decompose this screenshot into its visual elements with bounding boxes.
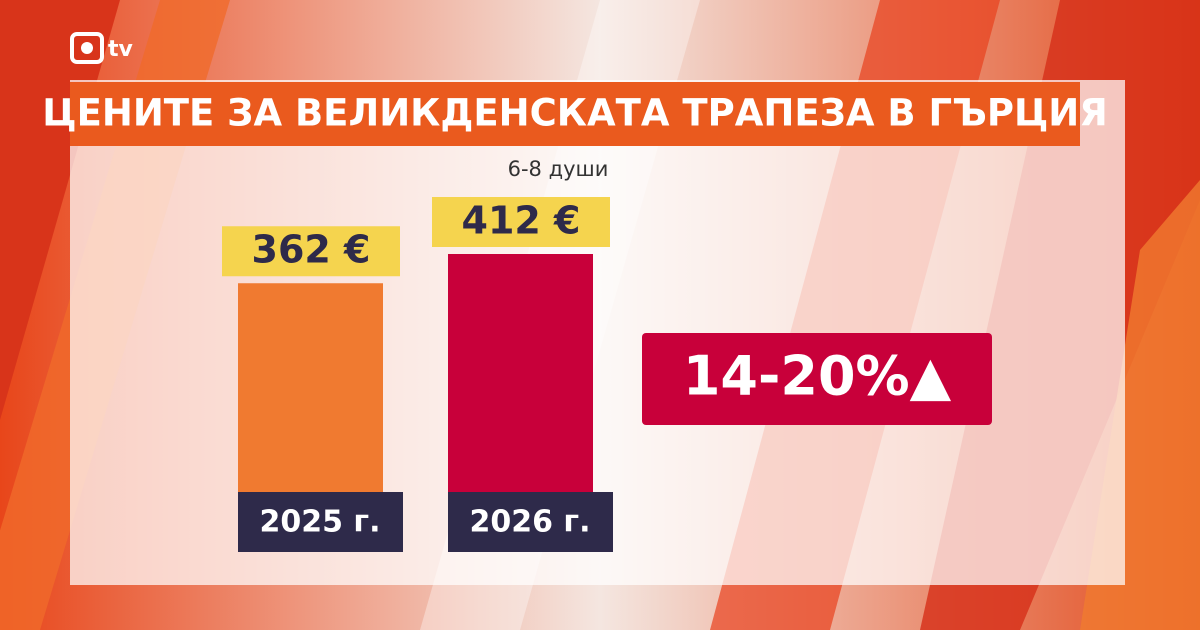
x-tick-label: 2026 г.	[469, 505, 590, 540]
x-tick-label: 2025 г.	[259, 505, 380, 540]
value-label-box	[222, 226, 400, 277]
category-box	[448, 492, 613, 552]
title-bar	[70, 82, 1080, 146]
value-label-box	[432, 197, 610, 247]
value-label: 412 €	[462, 199, 581, 243]
logo: tv	[70, 32, 134, 64]
chart-title: ЦЕНИТЕ ЗА ВЕЛИКДЕНСКАТА ТРАПЕЗА В ГЪРЦИЯ	[42, 92, 1107, 135]
bar	[238, 283, 383, 495]
subtitle: 6-8 души	[508, 157, 609, 181]
annotation: 14-20%▲	[683, 345, 952, 408]
bar	[448, 254, 593, 495]
annotation-box	[642, 333, 992, 425]
category-box	[238, 492, 403, 552]
value-label: 362 €	[252, 228, 371, 272]
logo-text: tv	[108, 37, 134, 62]
